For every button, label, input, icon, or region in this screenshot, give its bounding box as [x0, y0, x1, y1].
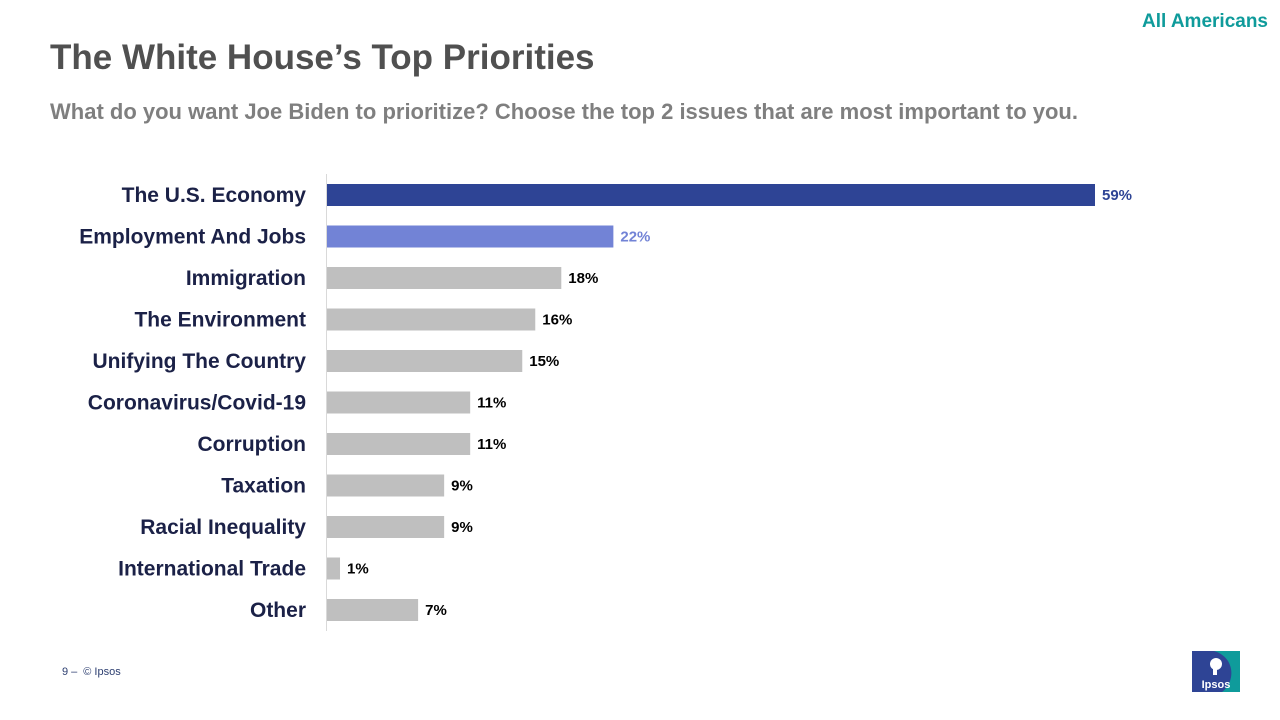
- copyright-text: © Ipsos: [83, 666, 121, 678]
- footer: 9– © Ipsos: [62, 666, 121, 678]
- page-subtitle: What do you want Joe Biden to prioritize…: [50, 99, 1078, 124]
- value-label: 16%: [542, 312, 572, 329]
- category-label: Racial Inequality: [140, 516, 306, 539]
- bars-layer: The U.S. Economy 59% Employment And Jobs 22…: [79, 184, 1132, 622]
- bar: [327, 225, 614, 248]
- bar: [327, 308, 536, 331]
- value-label: 15%: [529, 353, 559, 370]
- value-label: 11%: [477, 436, 506, 453]
- value-label: 9%: [451, 478, 473, 495]
- value-label: 18%: [568, 270, 598, 287]
- bar: [327, 267, 562, 289]
- bar: [327, 391, 471, 414]
- bar: [327, 516, 445, 538]
- category-label: Corruption: [198, 433, 306, 456]
- category-label: Immigration: [186, 267, 306, 290]
- bar: [327, 474, 445, 497]
- bar: [327, 557, 341, 580]
- category-label: Employment And Jobs: [79, 226, 306, 249]
- category-label: International Trade: [118, 558, 306, 581]
- bar: [327, 350, 523, 372]
- value-label: 59%: [1102, 187, 1132, 204]
- category-label: Taxation: [221, 475, 306, 498]
- logo-text: Ipsos: [1202, 679, 1231, 691]
- category-label: Coronavirus/Covid-19: [88, 392, 306, 415]
- value-label: 7%: [425, 602, 447, 619]
- category-label: The U.S. Economy: [122, 184, 307, 207]
- priorities-bar-chart: The U.S. Economy 59% Employment And Jobs 22…: [79, 174, 1132, 631]
- category-label: The Environment: [134, 309, 306, 332]
- page-title: The White House’s Top Priorities: [50, 38, 595, 77]
- audience-label: All Americans: [1141, 11, 1268, 32]
- value-label: 9%: [451, 519, 473, 536]
- page-number: 9: [62, 666, 69, 678]
- category-label: Other: [250, 599, 306, 622]
- ipsos-logo: Ipsos: [1192, 651, 1240, 692]
- bar: [327, 599, 419, 621]
- bar: [327, 184, 1095, 206]
- value-label: 1%: [347, 561, 369, 578]
- bar: [327, 433, 471, 455]
- footer-separator: –: [71, 666, 78, 678]
- category-label: Unifying The Country: [93, 350, 307, 373]
- value-label: 11%: [477, 395, 506, 412]
- value-label: 22%: [620, 229, 650, 246]
